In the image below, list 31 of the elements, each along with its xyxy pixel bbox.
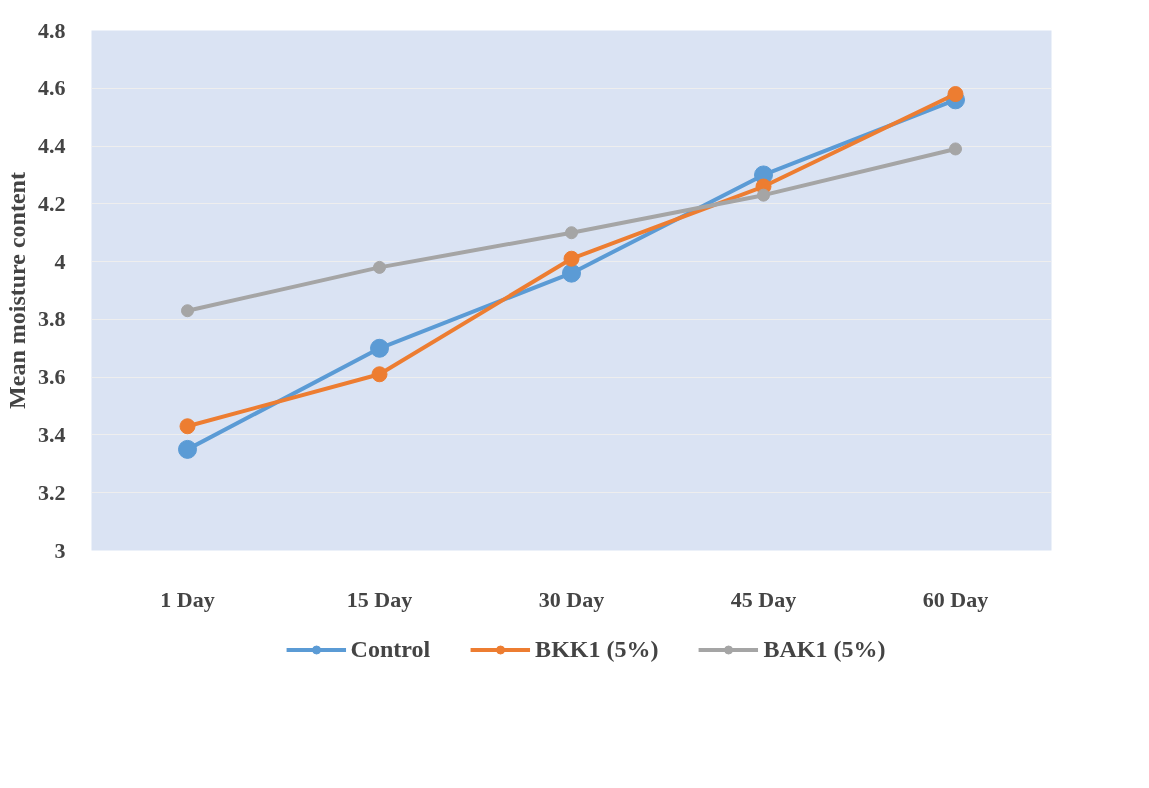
point — [563, 250, 580, 267]
point — [757, 188, 770, 202]
point — [179, 418, 196, 435]
y-tick-label: 4 — [54, 248, 66, 274]
x-tick-label: 45 Day — [730, 586, 797, 612]
y-tick-label: 3 — [54, 537, 66, 563]
point — [371, 366, 388, 383]
point — [373, 260, 386, 274]
legend-label: Control — [350, 635, 431, 663]
x-tick-label: 1 Day — [160, 586, 215, 612]
x-tick-label: 60 Day — [922, 586, 989, 612]
point — [562, 263, 581, 283]
y-tick-label: 3.8 — [38, 306, 66, 332]
legend-label: BAK1 (5%) — [763, 635, 886, 663]
point — [949, 142, 962, 156]
point — [178, 439, 197, 459]
y-tick-label: 4.8 — [38, 17, 66, 43]
legend-label: BKK1 (5%) — [535, 635, 659, 663]
y-tick-label: 4.2 — [38, 190, 66, 216]
point — [181, 304, 194, 318]
y-tick-label: 3.6 — [38, 364, 66, 390]
point — [947, 86, 964, 103]
point — [370, 338, 389, 358]
y-tick-label: 4.6 — [38, 75, 66, 101]
y-tick-label: 4.4 — [38, 133, 66, 159]
y-axis-title: Mean moisture content — [4, 172, 30, 409]
y-tick-label: 3.4 — [38, 421, 66, 447]
point — [565, 226, 578, 240]
y-tick-label: 3.2 — [38, 479, 66, 505]
x-tick-label: 30 Day — [538, 586, 605, 612]
x-tick-label: 15 Day — [346, 586, 413, 612]
